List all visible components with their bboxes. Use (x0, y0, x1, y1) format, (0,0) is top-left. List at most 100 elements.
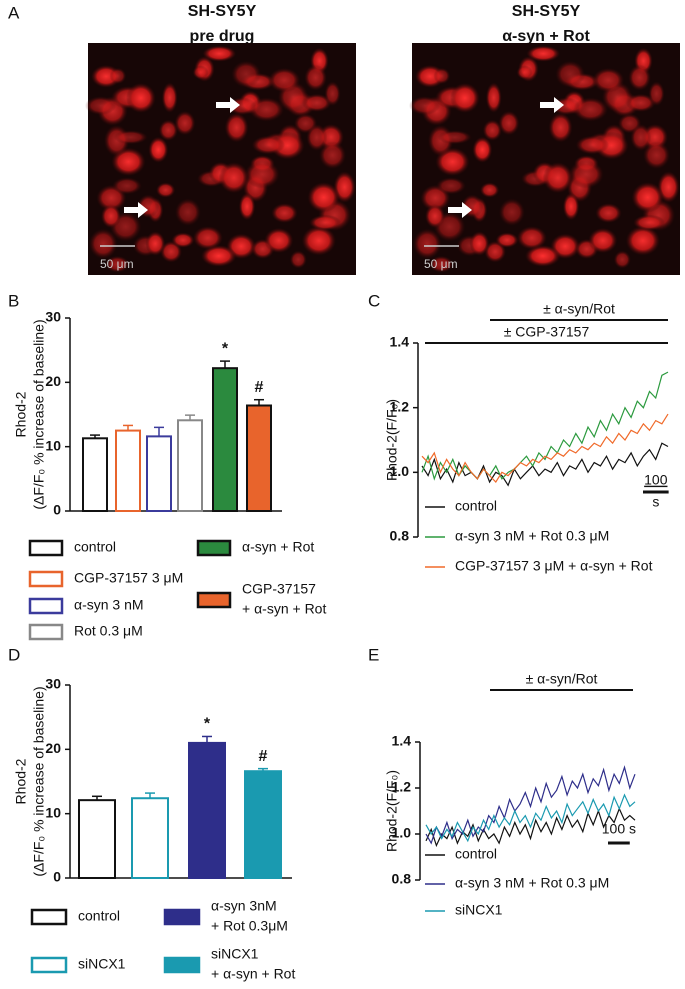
significance-marker: * (204, 716, 211, 733)
cell (469, 231, 490, 256)
annotation: ± α-syn/Rot (543, 301, 615, 317)
legend-swatch (28, 539, 64, 557)
cell (433, 67, 451, 85)
cell (588, 227, 618, 254)
cell (264, 227, 294, 254)
panel-label: E (368, 645, 379, 664)
y-tick-label: 0 (53, 502, 61, 518)
cell (171, 232, 195, 248)
data-line (421, 442, 669, 487)
y-tick-label: 20 (45, 740, 61, 756)
cell (437, 130, 472, 145)
cell (125, 82, 156, 114)
significance-marker: # (255, 379, 264, 396)
significance-marker: # (259, 748, 268, 765)
y-tick-label: 10 (45, 804, 61, 820)
legend-swatch (196, 539, 232, 557)
legend-label: α-syn 3 nM + Rot 0.3 μM (455, 528, 609, 544)
cell (304, 64, 327, 91)
data-line (425, 765, 636, 845)
scale-bar-label: 100 (644, 472, 668, 488)
cell (526, 45, 561, 62)
legend-label: control (455, 498, 497, 514)
cell (542, 162, 574, 194)
cell (145, 231, 166, 256)
bar (131, 797, 169, 880)
cell (429, 255, 454, 273)
cell (548, 112, 573, 143)
cell (155, 182, 176, 198)
cell (105, 255, 130, 273)
legend-swatch (28, 597, 64, 615)
cell (524, 244, 561, 267)
bar (115, 429, 141, 513)
legend-label: α-syn 3 nM (74, 597, 144, 613)
bar (246, 404, 272, 513)
y-tick-label: 1.4 (390, 334, 410, 350)
arrow (124, 202, 148, 218)
panel-label: D (8, 645, 20, 664)
cell (238, 192, 256, 221)
image-title: α-syn + Rot (502, 28, 590, 45)
cell (200, 244, 237, 267)
cell (113, 130, 148, 145)
bar (146, 435, 172, 512)
legend-label: siNCX1 (211, 946, 259, 962)
cell (289, 250, 307, 269)
scale-bar-label: 50 μm (424, 257, 458, 271)
cell (495, 232, 519, 248)
cell (408, 96, 441, 116)
cell (482, 119, 502, 141)
bar (212, 367, 238, 512)
cell (306, 123, 328, 151)
y-axis-label: (ΔF/F₀ % increase of baseline) (31, 686, 47, 876)
cell (324, 81, 341, 107)
cell (592, 67, 625, 93)
cell (109, 67, 127, 85)
legend-label: + α-syn + Rot (242, 601, 326, 617)
data-line (425, 807, 636, 848)
legend-label: control (74, 539, 116, 555)
y-axis-label: Rhod-2(F/F₀) (384, 770, 400, 852)
cell (192, 226, 223, 250)
y-tick-label: 20 (45, 373, 61, 389)
cell (555, 60, 586, 88)
significance-marker: * (222, 340, 229, 357)
cell (479, 182, 500, 198)
legend-label: CGP-37157 (242, 581, 316, 597)
legend-swatch (28, 570, 64, 588)
y-tick-label: 1.0 (390, 463, 410, 479)
image-title: SH-SY5Y (188, 3, 257, 20)
cell (100, 204, 122, 229)
y-axis-label: (ΔF/F₀ % increase of baseline) (31, 319, 47, 509)
cell (435, 177, 466, 195)
data-line (421, 371, 669, 481)
bar (78, 799, 116, 880)
scale-bar-label: s (652, 494, 659, 510)
legend-label: Rot 0.3 μM (74, 623, 143, 639)
cell (568, 160, 604, 189)
legend-label: control (78, 908, 120, 924)
cell (251, 135, 286, 155)
y-tick-label: 1.4 (392, 733, 412, 749)
legend-swatch (196, 591, 232, 609)
cell (88, 228, 118, 260)
cell (192, 65, 209, 80)
cell (575, 135, 610, 155)
cell (633, 214, 666, 231)
image-title: pre drug (190, 28, 255, 45)
legend-label: CGP-37157 3 μM (74, 570, 183, 586)
cell (412, 228, 442, 260)
cell (625, 225, 661, 256)
cell (158, 119, 178, 141)
y-axis-label: Rhod-2 (13, 758, 29, 804)
cell (218, 162, 250, 194)
cell (174, 110, 196, 136)
cell (625, 93, 656, 112)
cell (271, 203, 298, 224)
legend-label: siNCX1 (455, 902, 503, 918)
cell (562, 192, 580, 221)
bar (188, 741, 226, 880)
cell (202, 45, 237, 62)
